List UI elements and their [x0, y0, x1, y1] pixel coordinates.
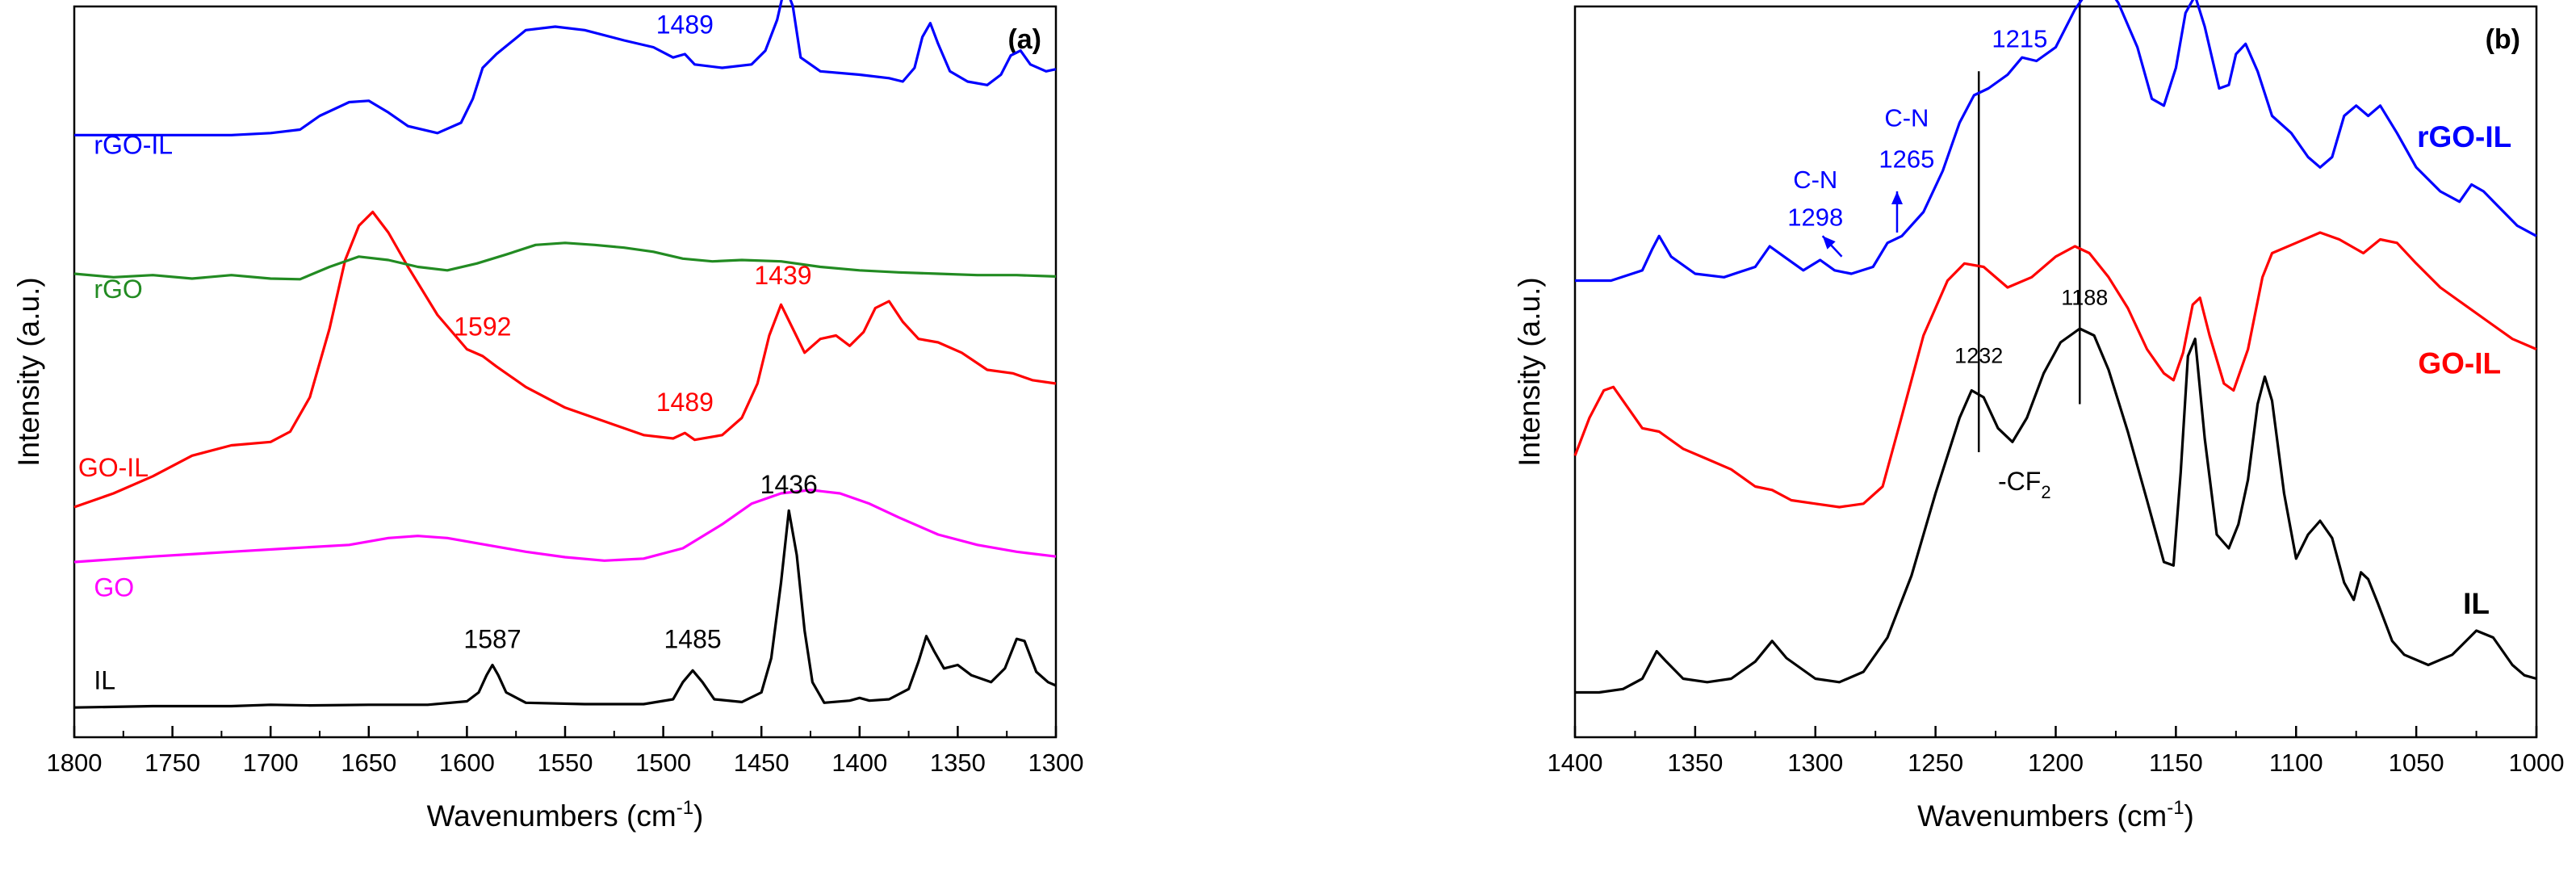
peak-annotation: 1436 — [760, 470, 818, 499]
series-line-il — [73, 509, 1057, 709]
x-tick-label: 1550 — [538, 749, 593, 777]
series-label-rgo: rGO — [94, 275, 142, 304]
x-tick-label: 1350 — [930, 749, 986, 777]
chart-panel-a: 1800 1750 1700 1650 1600 1550 1500 1450 1400 1350… — [12, 0, 1083, 833]
x-tick-label: 1450 — [734, 749, 790, 777]
series-line-go-il — [73, 210, 1057, 509]
series-line-rgo-il — [1575, 0, 2537, 283]
y-axis-title: Intensity (a.u.) — [1513, 277, 1546, 466]
peak-annotation: C-N — [1884, 103, 1929, 132]
x-axis-title: Wavenumbers (cm-1) — [1917, 797, 2194, 833]
peak-annotation: 1592 — [454, 312, 511, 342]
series-label-go: GO — [94, 573, 134, 602]
peak-annotation: 1587 — [463, 624, 521, 653]
x-tick-label: 1250 — [1908, 749, 1963, 777]
peak-annotation: 1188 — [2061, 285, 2108, 309]
peak-annotation: C-N — [1793, 166, 1837, 194]
x-tick-label: 1350 — [1667, 749, 1723, 777]
x-tick-label: 1650 — [341, 749, 396, 777]
x-tick-label: 1700 — [243, 749, 299, 777]
peak-annotation: 1215 — [1992, 25, 2047, 53]
x-tick-label: 1200 — [2028, 749, 2084, 777]
series-label-go-il: GO-IL — [2418, 346, 2501, 380]
series-label-rgo-il: rGO-IL — [2417, 120, 2511, 153]
series-line-go — [73, 489, 1057, 564]
plot-frame — [73, 5, 1058, 739]
peak-annotation: 1298 — [1787, 203, 1843, 232]
x-tick-label: 1500 — [635, 749, 691, 777]
x-tick-label: 1750 — [145, 749, 200, 777]
peak-annotation: 1489 — [656, 388, 714, 417]
peak-annotation: 1232 — [1954, 344, 2003, 368]
x-tick-label: 1300 — [1787, 749, 1843, 777]
x-tick-label: 1400 — [831, 749, 887, 777]
series-line-il — [1575, 327, 2537, 694]
peak-annotation: 1265 — [1879, 145, 1934, 173]
x-tick-label: 1150 — [2149, 749, 2203, 777]
cf2-label: -CF2 — [1998, 467, 2051, 502]
chart-panel-b: 1400 1350 1300 1250 1200 1150 1100 1050 1000 Wave… — [1513, 0, 2564, 833]
x-tick-label: 1000 — [2509, 749, 2565, 777]
series-label-il: IL — [94, 665, 115, 694]
x-tick-label: 1600 — [439, 749, 495, 777]
series-label-il: IL — [2463, 587, 2490, 620]
series-line-go-il — [1573, 231, 2537, 509]
panel-label: (b) — [2486, 24, 2520, 55]
x-tick-label: 1400 — [1548, 749, 1603, 777]
peak-annotation: 1439 — [754, 261, 811, 290]
peak-annotation: 1489 — [656, 10, 714, 40]
series-line-rgo-il — [74, 0, 1057, 136]
x-tick-label: 1300 — [1028, 749, 1084, 777]
annotation-arrow-head — [1891, 191, 1903, 204]
series-line-rgo — [73, 241, 1057, 281]
peak-annotation: 1485 — [664, 624, 721, 653]
plot-frame — [1573, 5, 2538, 739]
x-axis-title: Wavenumbers (cm-1) — [427, 797, 704, 833]
y-axis-title: Intensity (a.u.) — [12, 277, 45, 466]
x-tick-label: 1050 — [2389, 749, 2444, 777]
x-tick-label: 1100 — [2269, 749, 2323, 777]
panel-label: (a) — [1007, 24, 1041, 55]
annotation-arrow-head — [1822, 236, 1836, 250]
x-tick-label: 1800 — [47, 749, 103, 777]
series-label-rgo-il: rGO-IL — [94, 130, 173, 159]
series-label-go-il: GO-IL — [78, 453, 149, 482]
